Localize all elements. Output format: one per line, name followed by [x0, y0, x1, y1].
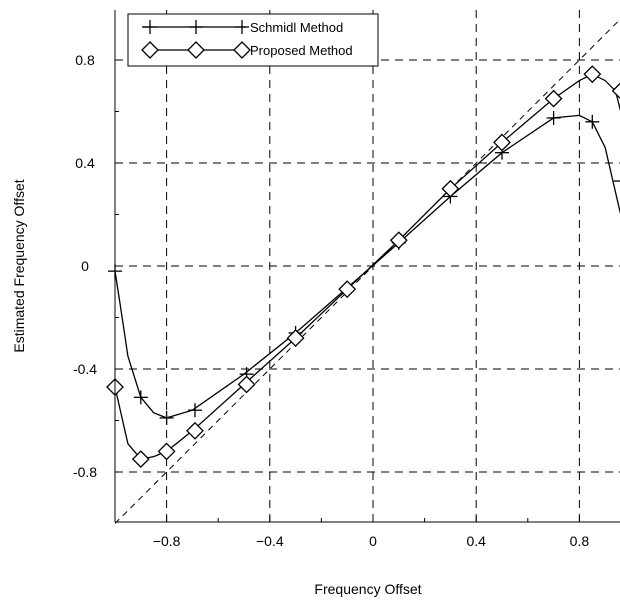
- data-point-plus: [187, 403, 202, 418]
- y-tick-label: 0: [81, 258, 89, 274]
- y-tick-label: -0.8: [73, 464, 97, 480]
- data-point-diamond: [544, 89, 563, 108]
- data-point-diamond: [389, 231, 408, 250]
- series-line: [114, 73, 620, 460]
- tick-labels: −0.8 −0.4 0 0.4 0.8 0.8 0.4 0 -0.4 -0.8: [73, 52, 589, 549]
- y-tick-label: 0.4: [75, 155, 95, 171]
- x-axis-label: Frequency Offset: [314, 581, 421, 597]
- data-point-diamond: [157, 442, 176, 461]
- series-proposed: [106, 65, 620, 469]
- data-point-diamond: [441, 179, 460, 198]
- x-tick-label: 0.4: [466, 533, 486, 549]
- data-point-diamond: [186, 421, 204, 440]
- legend-box: [127, 13, 379, 67]
- data-point-plus: [613, 180, 620, 182]
- series-group: [106, 65, 620, 469]
- data-point-diamond: [338, 280, 357, 299]
- legend-marker-diamond: [141, 41, 159, 59]
- x-tick-label: −0.4: [256, 533, 284, 549]
- data-point-plus: [585, 114, 600, 129]
- data-point-diamond: [131, 450, 150, 469]
- data-point-diamond: [611, 82, 620, 100]
- legend-marker-plus: [189, 20, 203, 34]
- y-axis-label: Estimated Frequency Offset: [11, 179, 27, 352]
- legend-label: Schmidl Method: [250, 20, 343, 35]
- x-tick-label: 0.8: [570, 533, 590, 549]
- x-tick-label: 0: [369, 533, 377, 549]
- legend-marker-plus: [143, 20, 157, 34]
- legend-marker-diamond: [233, 41, 251, 59]
- x-tick-label: −0.8: [153, 533, 181, 549]
- legend-marker-diamond: [187, 41, 205, 59]
- data-point-plus: [159, 410, 174, 425]
- data-point-plus: [133, 390, 148, 405]
- data-point-plus: [546, 110, 561, 125]
- y-tick-label: -0.4: [73, 361, 97, 377]
- series-schmidl: [108, 110, 620, 425]
- data-point-diamond: [237, 375, 256, 394]
- legend: Schmidl Method Proposed Method: [127, 13, 379, 67]
- data-point-diamond: [286, 329, 305, 348]
- data-point-diamond: [493, 133, 511, 152]
- data-point-diamond: [583, 65, 602, 84]
- y-tick-label: 0.8: [75, 52, 95, 68]
- legend-marker-plus: [235, 20, 249, 34]
- grid-lines: [115, 10, 620, 522]
- series-line: [114, 114, 620, 419]
- legend-label: Proposed Method: [250, 43, 353, 58]
